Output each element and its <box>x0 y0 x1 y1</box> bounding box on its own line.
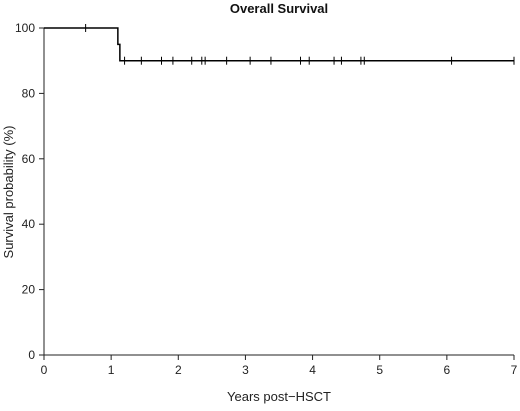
x-tick-label: 0 <box>41 363 48 377</box>
survival-curve <box>44 27 514 62</box>
x-tick-label: 3 <box>242 363 249 377</box>
series-group <box>44 27 514 62</box>
x-tick-label: 1 <box>108 363 115 377</box>
axes <box>43 28 514 356</box>
x-tick-label: 6 <box>444 363 451 377</box>
censor-marks <box>85 24 515 65</box>
y-tick-label: 0 <box>28 348 35 362</box>
x-ticks: 0 1 2 3 4 5 6 7 <box>41 355 518 377</box>
y-tick-label: 20 <box>22 283 36 297</box>
y-axis-title: Survival probability (%) <box>1 126 16 259</box>
y-tick-label: 80 <box>22 86 36 100</box>
x-axis-title: Years post−HSCT <box>227 389 331 404</box>
x-tick-label: 2 <box>175 363 182 377</box>
chart-title: Overall Survival <box>230 1 328 16</box>
y-tick-label: 60 <box>22 152 36 166</box>
y-tick-label: 40 <box>22 217 36 231</box>
x-tick-label: 7 <box>511 363 518 377</box>
x-tick-label: 5 <box>376 363 383 377</box>
x-tick-label: 4 <box>309 363 316 377</box>
y-tick-label: 100 <box>15 21 35 35</box>
y-ticks: 0 20 40 60 80 100 <box>15 21 44 362</box>
